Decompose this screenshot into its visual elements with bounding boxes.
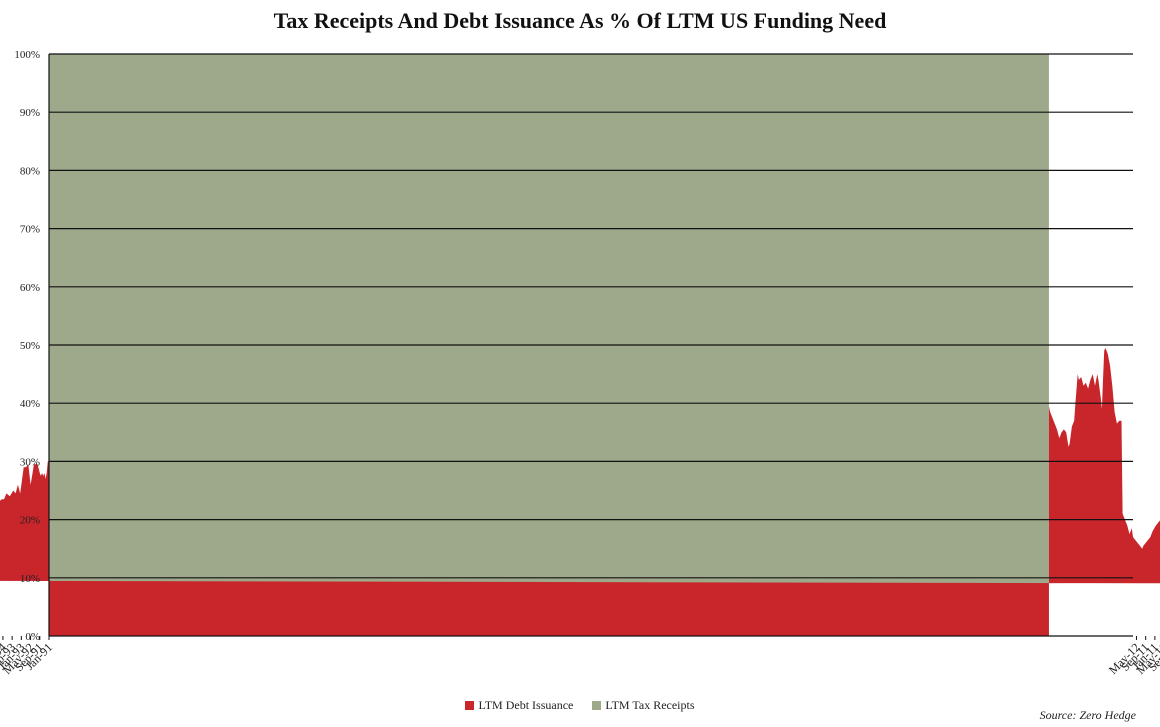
y-tick-label: 100%: [14, 49, 40, 61]
y-tick-label: 80%: [20, 165, 40, 177]
y-tick-label: 30%: [20, 456, 40, 468]
y-tick-label: 20%: [20, 515, 40, 527]
y-tick-label: 70%: [20, 224, 40, 236]
legend-label-tax: LTM Tax Receipts: [605, 698, 695, 712]
legend-item-tax: LTM Tax Receipts: [592, 698, 695, 713]
y-tick-label: 60%: [20, 282, 40, 294]
debt-issuance-area: [0, 347, 1160, 636]
legend-swatch-tax: [592, 701, 602, 710]
y-tick-label: 10%: [20, 573, 40, 585]
legend-swatch-debt: [465, 701, 475, 710]
gridlines: [48, 53, 1133, 637]
y-tick-label: 40%: [20, 398, 40, 410]
legend-item-debt: LTM Debt Issuance: [465, 698, 573, 713]
legend: LTM Debt Issuance LTM Tax Receipts: [0, 698, 1160, 713]
y-axis-ticks: 0% 10% 20% 30% 40% 50% 60% 70% 80% 90% 100%: [14, 49, 40, 643]
source-note: Source: Zero Hedge: [1039, 708, 1136, 722]
y-tick-label: 0%: [25, 631, 40, 643]
y-tick-label: 50%: [20, 340, 40, 352]
y-tick-label: 90%: [20, 107, 40, 119]
chart-title: Tax Receipts And Debt Issuance As % Of L…: [273, 8, 887, 33]
legend-label-debt: LTM Debt Issuance: [478, 698, 574, 712]
